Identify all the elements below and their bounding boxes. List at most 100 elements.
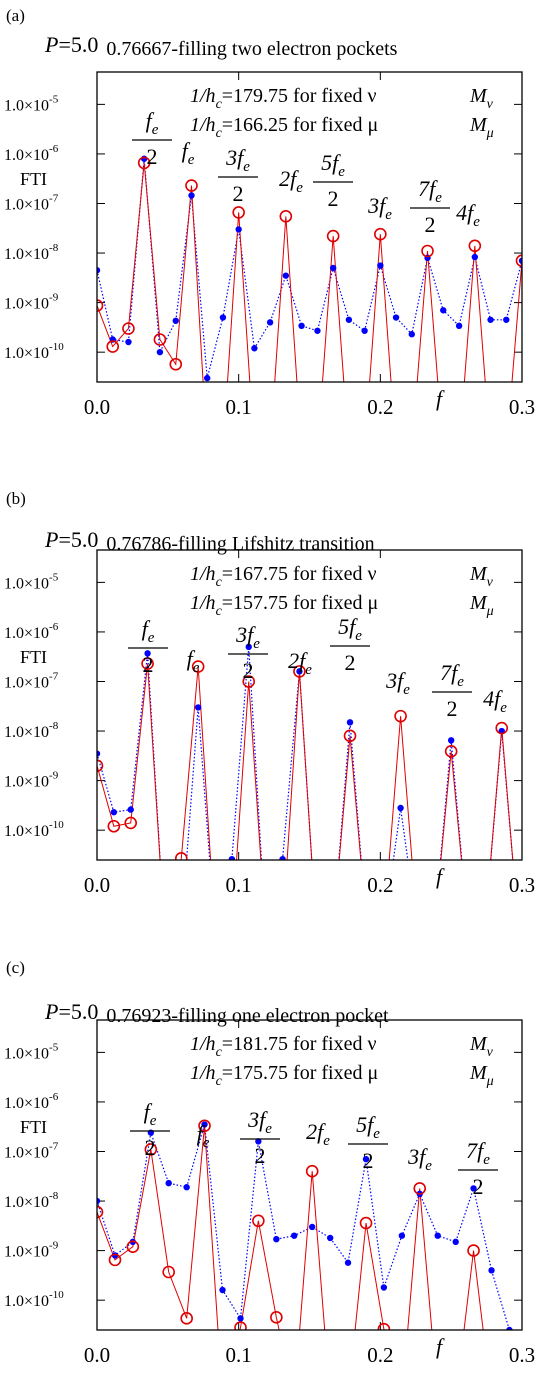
x-tick-label: 0.1	[226, 873, 252, 897]
peak-num: 2f	[306, 1119, 326, 1144]
peak-label: 2fe	[306, 1119, 330, 1149]
series-line	[97, 646, 514, 860]
data-point	[122, 322, 135, 335]
peak-label: 7fe	[440, 660, 464, 690]
y-tick-text: 1.0×10	[4, 97, 49, 114]
y-tick-text: 1.0×10	[4, 345, 49, 362]
data-point	[273, 1235, 280, 1243]
peak-label: 2fe	[279, 166, 303, 196]
plot-frame	[96, 549, 523, 861]
legend-text: 1/hc=175.75 for fixed μ	[190, 1062, 378, 1089]
y-tick-text: 1.0×10	[4, 1194, 49, 1211]
data-point	[361, 924, 372, 935]
data-point	[397, 804, 404, 812]
x-tick-label: 0.2	[367, 395, 393, 419]
y-tick-label: 1.0×10-7	[4, 192, 59, 213]
parameter-value: =5.0	[58, 999, 98, 1024]
data-point	[503, 316, 510, 323]
data-point	[153, 333, 167, 346]
peak-sub: e	[425, 1158, 432, 1174]
data-point	[515, 926, 521, 932]
y-tick-exponent: -10	[49, 341, 64, 353]
data-point	[444, 745, 458, 758]
y-tick-text: 1.0×10	[4, 196, 49, 213]
data-point	[455, 322, 463, 330]
data-point	[277, 924, 288, 935]
legend-prefix: 1/h	[190, 114, 216, 136]
legend-name: Mμ	[469, 114, 494, 141]
y-tick-text: 1.0×10	[4, 147, 49, 164]
series-name: M	[469, 1033, 488, 1055]
data-point	[174, 852, 188, 860]
y-tick-exponent: -9	[49, 1240, 59, 1252]
legend-text: 1/hc=179.75 for fixed ν	[190, 85, 377, 112]
peak-label: 4fe	[483, 686, 507, 716]
data-point	[279, 210, 293, 223]
data-point	[188, 192, 195, 199]
data-point	[398, 1232, 406, 1239]
data-point	[431, 926, 437, 932]
peak-label: fe	[182, 138, 195, 168]
data-point	[434, 1232, 441, 1239]
data-point	[161, 926, 167, 932]
data-point	[194, 704, 202, 711]
panel-label: (a)	[6, 6, 25, 25]
peak-sub: e	[435, 190, 442, 206]
data-point	[260, 924, 271, 935]
series-name-sub: μ	[486, 126, 494, 141]
peak-sub: e	[500, 700, 507, 716]
legend-prefix: 1/h	[190, 1033, 216, 1055]
peak-sub: e	[373, 1126, 380, 1142]
legend-name: Mμ	[469, 1062, 494, 1089]
data-point	[381, 926, 387, 932]
chart-title: P=5.0 0.76786-filling Lifshitz transition	[44, 527, 375, 555]
y-tick-label: 1.0×10-7	[4, 1140, 59, 1161]
data-point	[165, 1179, 172, 1187]
data-point	[97, 267, 101, 274]
y-tick-text: 1.0×10	[4, 625, 49, 642]
series-name-sub: μ	[486, 1074, 494, 1089]
y-tick-label: 1.0×10-5	[4, 1041, 59, 1062]
plot-area	[97, 155, 522, 457]
data-point	[298, 322, 305, 330]
peak-sub: e	[457, 674, 464, 690]
peak-den: 2	[233, 181, 244, 206]
peak-label: fe	[142, 616, 155, 646]
data-point	[270, 1311, 283, 1324]
series-name: M	[469, 114, 488, 136]
peak-label: fe	[144, 1099, 157, 1129]
peak-num: 4f	[483, 686, 503, 711]
data-point	[421, 244, 434, 258]
y-tick-label: 1.0×10-5	[4, 571, 59, 592]
x-tick-label: 0.0	[84, 395, 110, 419]
legend-prefix-sub: c	[216, 1074, 223, 1089]
data-point	[468, 239, 482, 253]
data-point	[137, 156, 151, 170]
data-point	[249, 446, 260, 457]
data-point	[107, 819, 121, 833]
series-name-sub: μ	[486, 604, 494, 619]
data-point	[413, 1182, 427, 1195]
peak-den: 2	[255, 1143, 266, 1168]
legend-value: =175.75 for fixed μ	[222, 1062, 378, 1084]
data-point	[344, 1259, 352, 1266]
x-axis-label: f	[436, 1334, 445, 1359]
data-point	[479, 924, 490, 935]
legend-value: =179.75 for fixed ν	[222, 85, 377, 107]
y-axis-label: FTI	[20, 169, 47, 189]
peak-num: 4f	[456, 200, 476, 225]
data-point	[515, 254, 522, 268]
peak-label: 5fe	[356, 1112, 380, 1142]
data-point	[452, 1238, 459, 1246]
peak-label: 3fe	[385, 668, 410, 698]
x-axis-label: f	[436, 864, 445, 889]
peak-sub: e	[265, 1121, 272, 1137]
y-tick-exponent: -8	[49, 720, 59, 732]
plot-area	[97, 1119, 513, 1330]
series-name-sub: ν	[487, 575, 494, 590]
peak-den: 2	[328, 186, 339, 211]
data-point	[471, 253, 479, 261]
data-point	[97, 1197, 101, 1205]
data-point	[392, 314, 400, 321]
data-point	[293, 665, 306, 678]
